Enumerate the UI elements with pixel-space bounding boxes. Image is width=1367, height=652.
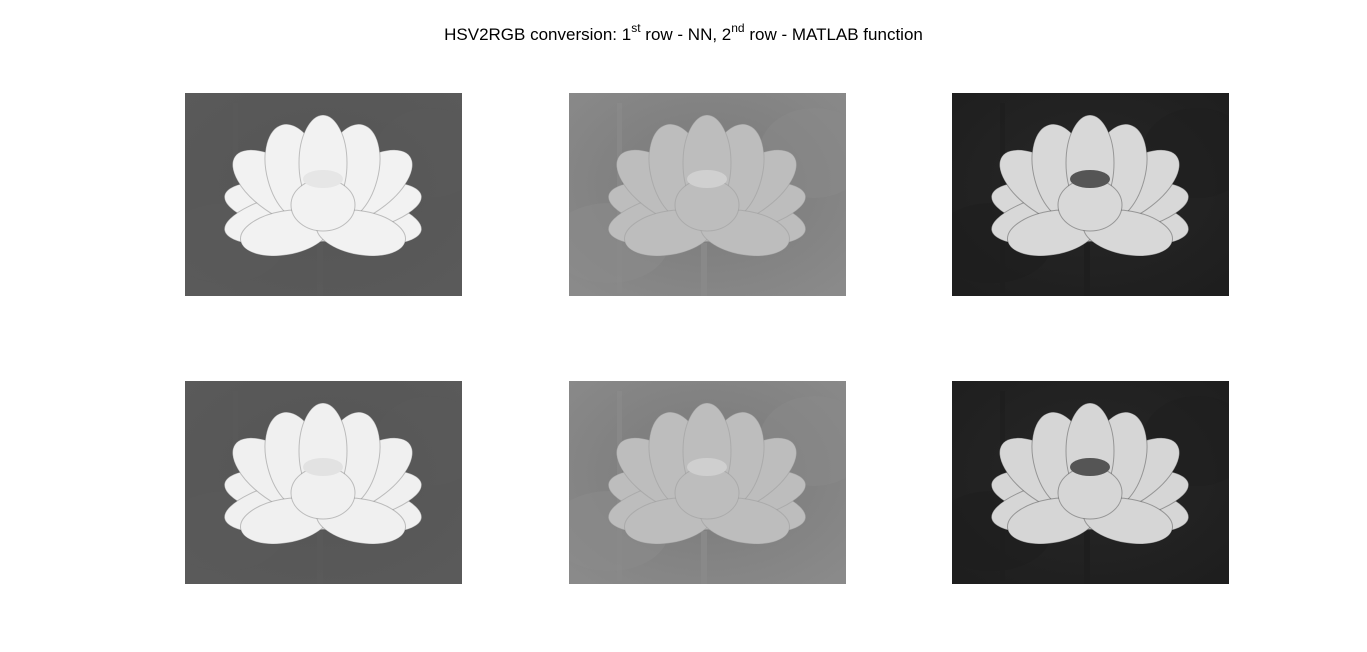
lotus-flower-image — [952, 93, 1229, 296]
lotus-flower-image — [569, 93, 846, 296]
lotus-flower-image — [185, 381, 462, 584]
image-panel-row1-col2 — [569, 93, 846, 296]
figure-title: HSV2RGB conversion: 1st row - NN, 2nd ro… — [0, 22, 1367, 48]
image-panel-row2-col1 — [185, 381, 462, 584]
lotus-flower-image — [185, 93, 462, 296]
lotus-flower-image — [952, 381, 1229, 584]
title-superscript-1: st — [631, 21, 641, 35]
image-panel-row1-col3 — [952, 93, 1229, 296]
image-panel-row1-col1 — [185, 93, 462, 296]
image-panel-row2-col2 — [569, 381, 846, 584]
title-part-3: row - MATLAB function — [744, 25, 923, 44]
title-part-2: row - NN, 2 — [640, 25, 732, 44]
title-superscript-2: nd — [731, 21, 745, 35]
image-panel-row2-col3 — [952, 381, 1229, 584]
title-part-1: HSV2RGB conversion: 1 — [444, 25, 632, 44]
lotus-flower-image — [569, 381, 846, 584]
